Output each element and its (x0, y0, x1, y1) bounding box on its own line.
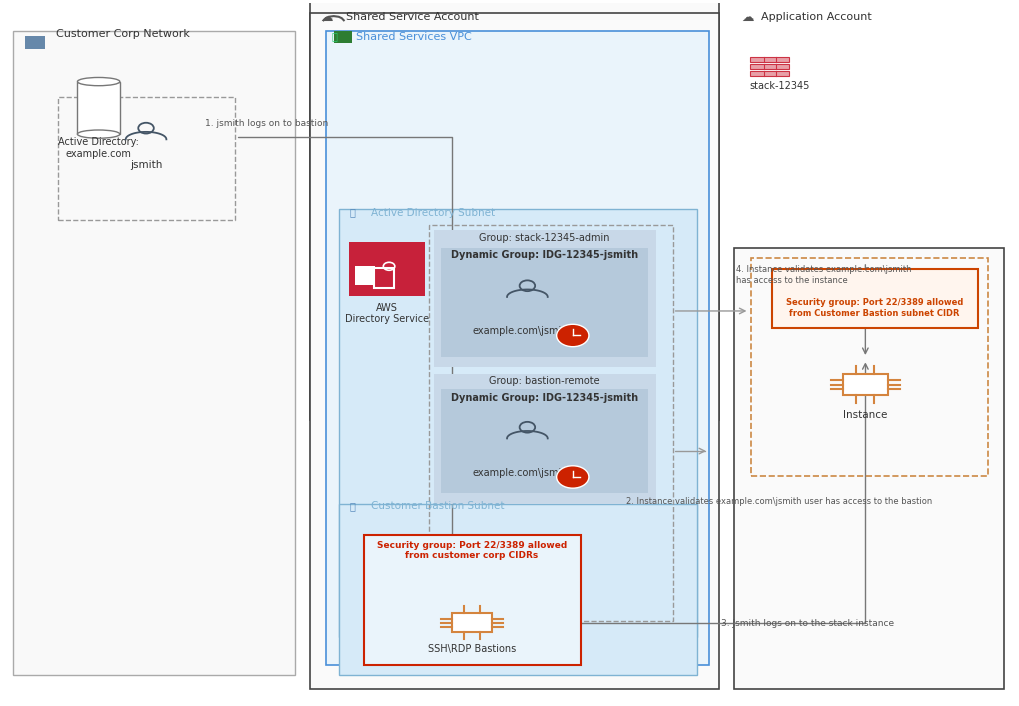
Bar (440, 248, 648, 357)
Bar (374, 268, 394, 287)
Text: ☁: ☁ (741, 11, 754, 24)
Bar (338, 503, 697, 675)
Text: 3. Jsmith logs on to the stack instance: 3. Jsmith logs on to the stack instance (721, 618, 895, 628)
Text: ☁: ☁ (321, 11, 333, 24)
Text: AWS: AWS (376, 303, 398, 313)
Bar (433, 230, 655, 367)
Text: 🔒: 🔒 (350, 501, 356, 510)
Text: Directory Service: Directory Service (345, 314, 429, 325)
Text: 1. jsmith logs on to bastion: 1. jsmith logs on to bastion (205, 119, 328, 128)
Bar (750, 71, 790, 76)
Text: Instance: Instance (843, 409, 888, 420)
Text: Dynamic Group: IDG-12345-jsmith: Dynamic Group: IDG-12345-jsmith (451, 250, 638, 260)
Text: Active Directory Subnet: Active Directory Subnet (371, 208, 495, 218)
Text: Shared Service Account: Shared Service Account (345, 13, 479, 23)
Bar (311, 13, 719, 689)
Bar (58, 97, 234, 220)
Text: jsmith: jsmith (129, 160, 162, 170)
Text: example.com\jsmith: example.com\jsmith (473, 468, 572, 478)
Bar (355, 265, 375, 285)
Bar (750, 64, 790, 68)
Ellipse shape (77, 130, 120, 138)
Text: Security group: Port 22/3389 allowed
from Customer Bastion subnet CIDR: Security group: Port 22/3389 allowed fro… (786, 299, 963, 318)
Bar (25, 37, 45, 49)
Circle shape (556, 324, 589, 347)
Text: stack-12345: stack-12345 (749, 81, 810, 91)
Text: Group: stack-12345-admin: Group: stack-12345-admin (479, 232, 609, 243)
Bar (751, 258, 988, 476)
Bar (735, 248, 1004, 689)
Text: 🔒: 🔒 (350, 207, 356, 217)
Text: Shared Services VPC: Shared Services VPC (356, 32, 472, 42)
Text: Dynamic Group: IDG-12345-jsmith: Dynamic Group: IDG-12345-jsmith (451, 393, 638, 403)
Bar (429, 225, 673, 621)
Text: example.com\jsmith: example.com\jsmith (473, 326, 572, 336)
Bar (311, 0, 719, 419)
Text: 4. Instance validates example.com\jsmith
has access to the instance: 4. Instance validates example.com\jsmith… (736, 265, 912, 285)
Bar (451, 613, 492, 633)
Text: Group: bastion-remote: Group: bastion-remote (489, 376, 600, 386)
Ellipse shape (77, 78, 120, 85)
Text: SSH\RDP Bastions: SSH\RDP Bastions (428, 644, 516, 654)
Text: Active Directory:
example.com: Active Directory: example.com (58, 137, 139, 159)
Bar (333, 31, 352, 43)
Bar (843, 373, 888, 395)
Bar (13, 31, 296, 675)
Bar (433, 374, 655, 503)
Bar (77, 82, 120, 134)
Text: Security group: Port 22/3389 allowed
from customer corp CIDRs: Security group: Port 22/3389 allowed fro… (377, 541, 567, 560)
Circle shape (556, 466, 589, 488)
Text: Customer Bastion Subnet: Customer Bastion Subnet (371, 501, 504, 511)
Bar (750, 57, 790, 61)
Bar (348, 242, 426, 296)
Bar (771, 269, 978, 328)
Text: Customer Corp Network: Customer Corp Network (56, 29, 191, 40)
Text: 🔒: 🔒 (331, 31, 337, 42)
Bar (364, 535, 581, 664)
Text: 2. Instance validates example.com\jsmith user has access to the bastion: 2. Instance validates example.com\jsmith… (627, 496, 932, 505)
Text: Application Account: Application Account (761, 13, 872, 23)
Bar (326, 31, 709, 664)
Bar (338, 210, 697, 637)
Bar (440, 390, 648, 493)
